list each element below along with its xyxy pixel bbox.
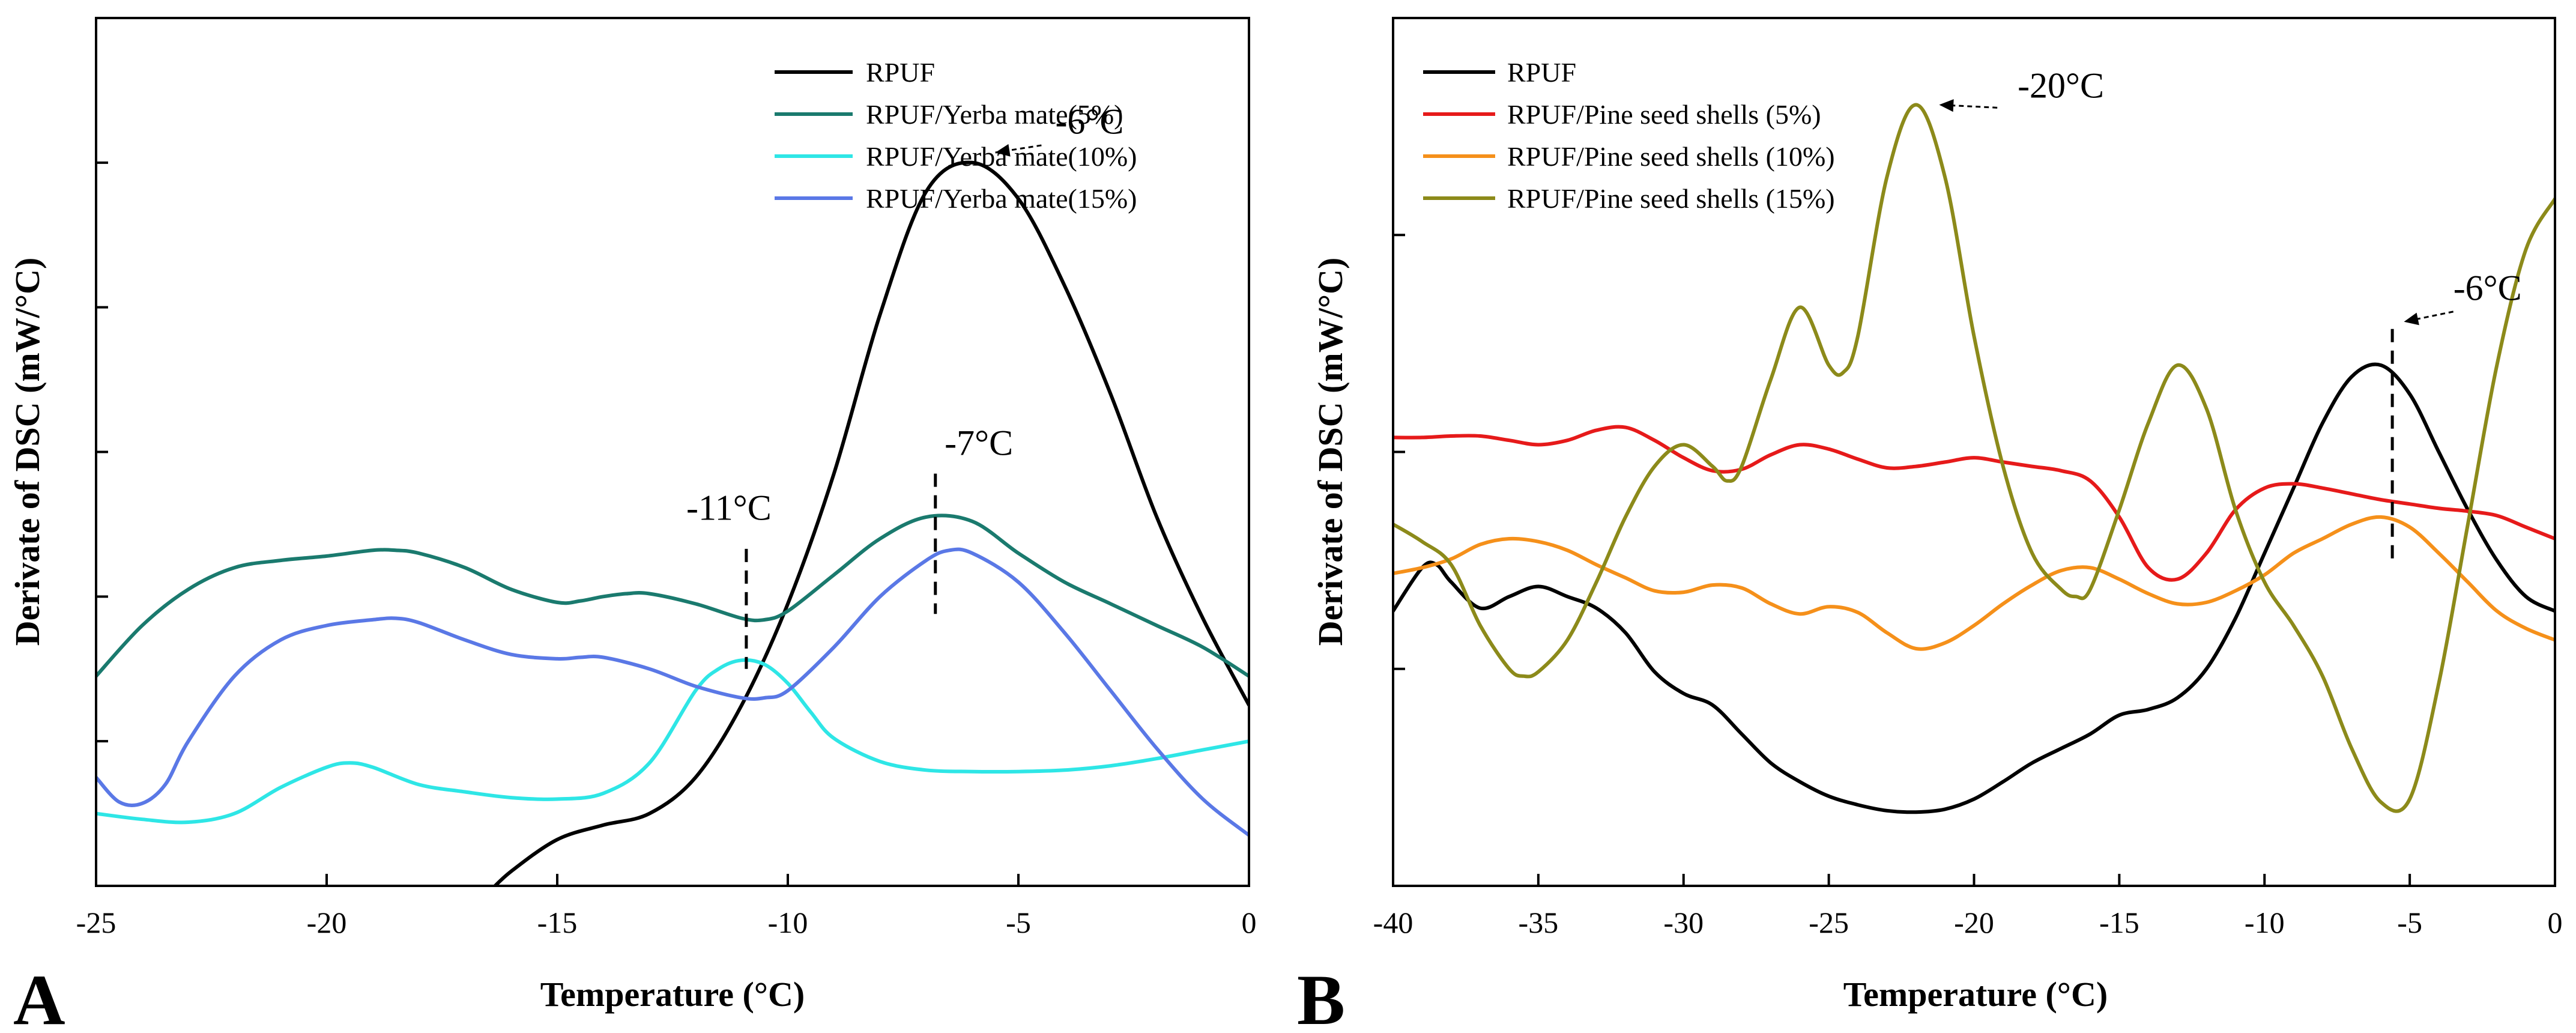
panel-b-arrow-head-0 xyxy=(1939,99,1954,112)
panel-b-series-line-2 xyxy=(1393,515,2555,651)
panel-b-x-tick-label: -30 xyxy=(1663,906,1704,939)
panel-a-ticks: -25 -20 -15 -10 -5 0 xyxy=(76,17,1257,939)
panel-a-legend: RPUF RPUF/Yerba mate(5%) RPUF/Yerba mate(1… xyxy=(775,57,1137,214)
panel-b-x-tick-label: -40 xyxy=(1373,906,1413,939)
panel-a-letter: A xyxy=(13,960,65,1033)
panel-b-chart: -40 -35 -30 -25 -20 -15 -10 -5 0 -20°C-6°C RPUFR… xyxy=(1297,17,2563,1033)
panel-a-x-tick-label: -15 xyxy=(537,906,578,939)
panel-b-x-tick-label: -25 xyxy=(1809,906,1849,939)
panel-b-x-tick-label: 0 xyxy=(2548,906,2563,939)
panel-a-series-line-1 xyxy=(96,513,1249,678)
panel-b-series-line-3 xyxy=(1393,103,2555,813)
panel-a-arrow-head-0 xyxy=(995,144,1011,157)
panel-a-series-layer xyxy=(96,160,1249,886)
panel-a-legend-label-3: RPUF/Yerba mate(15%) xyxy=(866,183,1137,214)
panel-a-annotation-label-1: -7°C xyxy=(945,423,1013,462)
panel-b-letter: B xyxy=(1297,960,1345,1033)
panel-b-annotation-label-0: -20°C xyxy=(2018,65,2104,105)
panel-a-legend-label-0: RPUF xyxy=(866,57,935,88)
panel-b-arrow-shaft-0 xyxy=(1939,104,1998,109)
panel-b-legend-label-1: RPUF/Pine seed shells (5%) xyxy=(1507,99,1821,130)
panel-b-annotation-label-1: -6°C xyxy=(2454,268,2522,308)
panel-b-ticks: -40 -35 -30 -25 -20 -15 -10 -5 0 xyxy=(1373,17,2563,939)
panel-a-series-line-0 xyxy=(492,160,1249,886)
panel-b-legend-label-0: RPUF xyxy=(1507,57,1576,88)
panel-a-x-axis-title: Temperature (°C) xyxy=(540,975,805,1014)
panel-b-x-tick-label: -20 xyxy=(1954,906,1994,939)
panel-b-x-axis-title: Temperature (°C) xyxy=(1843,975,2108,1014)
panel-a-y-axis-title: Derivate of DSC (mW/°C) xyxy=(8,258,47,646)
panel-a-x-tick-label: -25 xyxy=(76,906,116,939)
panel-b-legend-label-3: RPUF/Pine seed shells (15%) xyxy=(1507,183,1835,214)
panel-b-series-line-1 xyxy=(1393,425,2555,582)
panel-a-annotations: -6°C -7°C -11°C xyxy=(686,102,1123,669)
panel-a-annotation-label-2: -11°C xyxy=(686,488,772,528)
panel-b-annotations: -20°C -6°C xyxy=(1939,65,2522,561)
panel-a-x-tick-label: -20 xyxy=(307,906,347,939)
panel-b-legend: RPUF RPUF/Pine seed shells (5%) RPUF/Pine … xyxy=(1423,57,1835,214)
panel-b-series-line-0 xyxy=(1393,362,2555,814)
panel-b-legend-label-2: RPUF/Pine seed shells (10%) xyxy=(1507,141,1835,172)
panel-a-legend-label-2: RPUF/Yerba mate(10%) xyxy=(866,141,1137,172)
panel-a-x-tick-label: -5 xyxy=(1006,906,1031,939)
panel-b-x-tick-label: -5 xyxy=(2397,906,2422,939)
panel-a-x-tick-label: -10 xyxy=(768,906,808,939)
panel-a-series-line-2 xyxy=(96,658,1249,825)
panel-b-x-tick-label: -15 xyxy=(2099,906,2139,939)
panel-a-legend-label-1: RPUF/Yerba mate(5%) xyxy=(866,99,1123,130)
panel-a-x-tick-label: 0 xyxy=(1242,906,1257,939)
panel-b-series-layer xyxy=(1393,103,2555,814)
panel-a-chart: -25 -20 -15 -10 -5 0 -6°C -7°C -11°C RPUF RPUF/Y… xyxy=(8,17,1257,1033)
panel-b-y-axis-title: Derivate of DSC (mW/°C) xyxy=(1311,258,1350,646)
panel-b-x-tick-label: -35 xyxy=(1519,906,1559,939)
panel-a-annotation-label-0: -6°C xyxy=(1055,102,1123,142)
panel-b-arrow-head-1 xyxy=(2404,312,2419,326)
panel-a-series-line-3 xyxy=(96,547,1249,837)
panel-b-x-tick-label: -10 xyxy=(2245,906,2285,939)
